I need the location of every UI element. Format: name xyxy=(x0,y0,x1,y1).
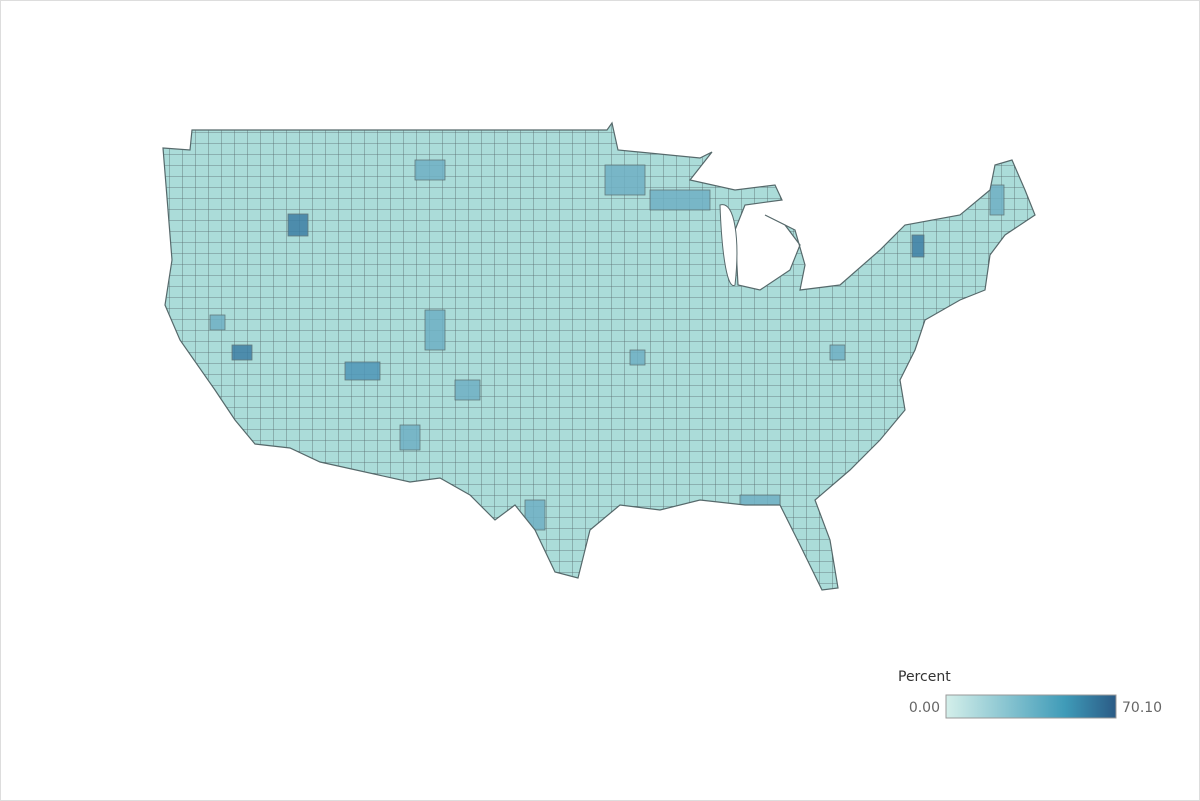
county-map xyxy=(163,123,1035,590)
legend-gradient xyxy=(945,694,1117,719)
legend-title: Percent xyxy=(898,669,951,685)
shaded-counties xyxy=(209,159,1005,531)
legend-max-label: 70.10 xyxy=(1122,700,1162,716)
legend: Percent 0.00 70.10 xyxy=(898,669,1162,719)
county-grid xyxy=(163,123,1035,590)
lake-michigan xyxy=(719,204,738,286)
legend-min-label: 0.00 xyxy=(909,700,940,716)
